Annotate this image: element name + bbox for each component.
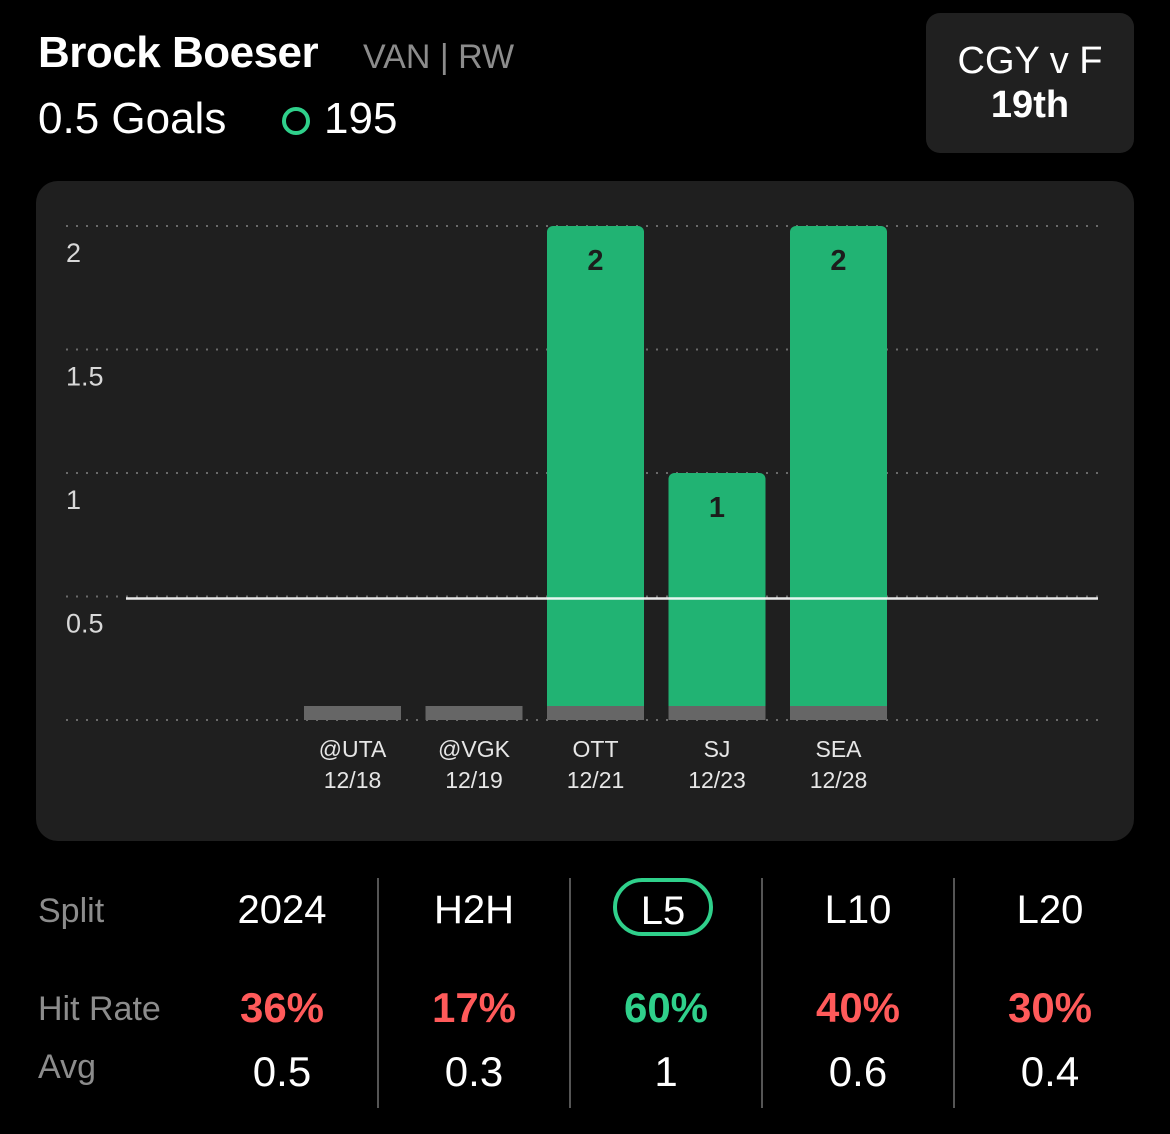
column-divider [377, 878, 379, 1108]
bar-hit [547, 226, 644, 720]
ring-icon [282, 107, 310, 135]
matchup-card[interactable]: CGY v F 19th [926, 13, 1134, 153]
column-divider [761, 878, 763, 1108]
hit-rate-value: 40% [815, 984, 901, 1031]
y-tick-label: 2 [66, 238, 81, 268]
avg-value: 0.5 [252, 1048, 312, 1095]
bar-value-label: 2 [587, 245, 603, 277]
avg-row-label: Avg [38, 1048, 96, 1086]
y-tick-label: 1 [66, 485, 81, 515]
x-opponent-label: SJ [704, 736, 731, 762]
split-tab[interactable]: 2024 [237, 888, 327, 932]
bar-value-label: 1 [709, 492, 725, 524]
split-stats-table: Split Hit Rate Avg 2024 36% 0.5 H2H 17% 0.3 L5… [0, 870, 1170, 1120]
split-column-h2h: H2H 17% 0.3 [378, 870, 570, 1120]
y-tick-label: 0.5 [66, 609, 104, 639]
bar-baseline [304, 706, 401, 720]
bar-baseline [547, 706, 644, 720]
matchup-rank: 19th [990, 83, 1070, 126]
hit-rate-value: 60% [623, 984, 709, 1031]
hit-rate-row-label: Hit Rate [38, 990, 161, 1028]
avg-value: 0.4 [1020, 1048, 1080, 1095]
game-log-chart: 2 1.5 1 0.5 @UTA 12/18 @VGK 12/19 2 OTT 12/21 1 SJ 12… [36, 181, 1134, 841]
x-date-label: 12/21 [567, 767, 625, 793]
avg-value: 0.6 [828, 1048, 888, 1095]
split-tab[interactable]: L20 [1016, 888, 1084, 932]
split-tab[interactable]: L10 [824, 888, 892, 932]
x-date-label: 12/23 [688, 767, 746, 793]
bar-baseline [790, 706, 887, 720]
prop-count: 195 [324, 94, 398, 143]
player-name: Brock Boeser [38, 28, 319, 77]
x-opponent-label: SEA [815, 736, 862, 762]
prop-count-group: 195 [282, 94, 397, 144]
x-opponent-label: @VGK [438, 736, 511, 762]
x-date-label: 12/19 [445, 767, 503, 793]
bar-hit [790, 226, 887, 720]
hit-rate-value: 36% [239, 984, 325, 1031]
x-opponent-label: OTT [573, 736, 619, 762]
x-opponent-label: @UTA [319, 736, 387, 762]
bar-value-label: 2 [830, 245, 846, 277]
hit-rate-value: 30% [1007, 984, 1093, 1031]
split-column-l5: L5 60% 1 [570, 870, 762, 1120]
hit-rate-value: 17% [431, 984, 517, 1031]
column-divider [569, 878, 571, 1108]
split-tab[interactable]: H2H [433, 888, 515, 932]
split-column-l20: L20 30% 0.4 [954, 870, 1146, 1120]
x-date-label: 12/28 [810, 767, 868, 793]
split-tab[interactable]: L5 [613, 878, 713, 936]
split-column-l10: L10 40% 0.6 [762, 870, 954, 1120]
bar-baseline [425, 706, 523, 720]
bar-hit [668, 473, 766, 720]
bar-baseline [668, 706, 766, 720]
split-column-2024: 2024 36% 0.5 [186, 870, 378, 1120]
y-tick-label: 1.5 [66, 362, 104, 392]
bar-chart-svg: 2 1.5 1 0.5 @UTA 12/18 @VGK 12/19 2 OTT 12/21 1 SJ 12… [66, 225, 1104, 793]
split-row-label: Split [38, 892, 105, 930]
avg-value: 1 [654, 1048, 678, 1095]
matchup-title: CGY v F [957, 40, 1103, 83]
x-date-label: 12/18 [324, 767, 382, 793]
avg-value: 0.3 [444, 1048, 504, 1095]
player-team-position: VAN | RW [363, 38, 515, 76]
prop-line: 0.5 Goals [38, 94, 227, 143]
column-divider [953, 878, 955, 1108]
